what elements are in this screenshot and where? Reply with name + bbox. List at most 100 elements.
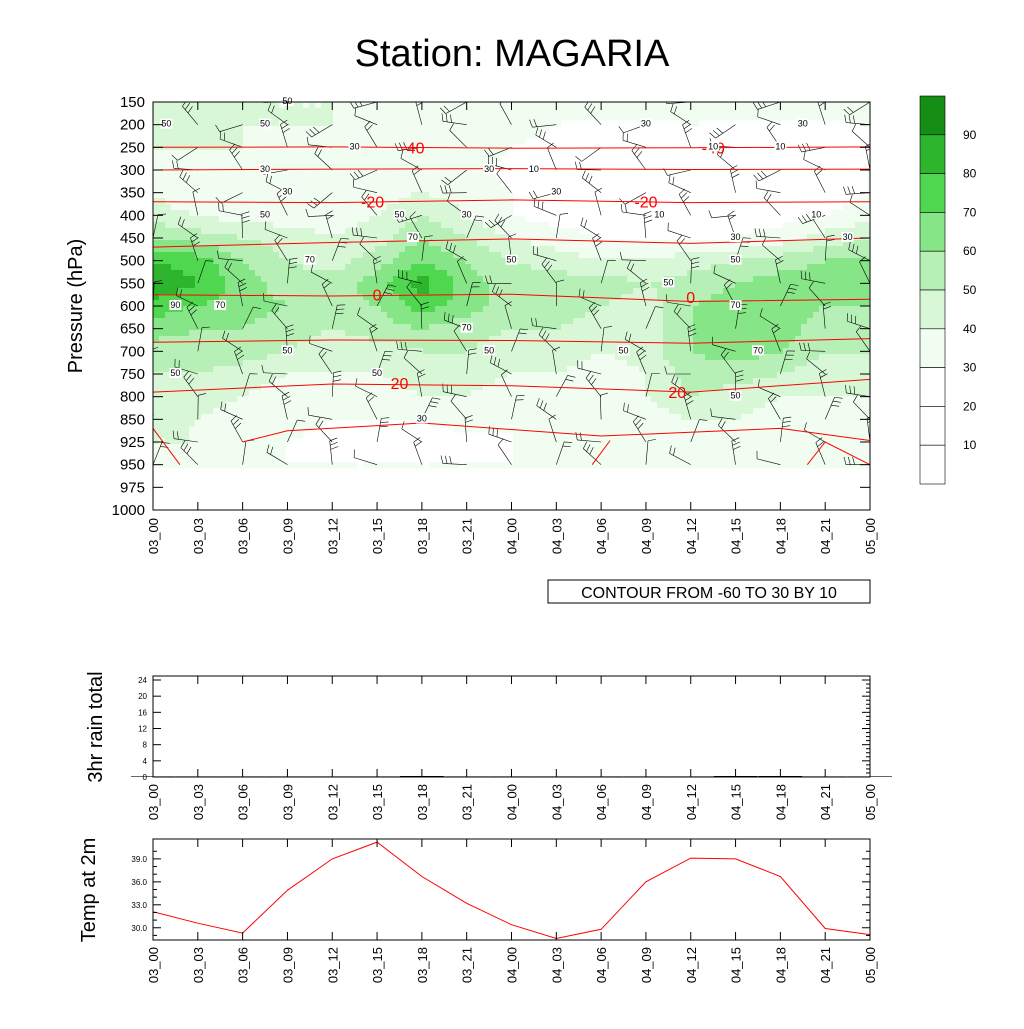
wind-barb-feather [852, 186, 855, 194]
wind-barb-feather [875, 282, 883, 283]
wind-barb-feather [717, 128, 723, 133]
temp-tick-label: 33.0 [131, 901, 147, 910]
time-tick-label: 03_03 [191, 947, 206, 983]
time-tick-label: 04_06 [594, 518, 609, 554]
time-tick-label: 03_18 [415, 518, 430, 554]
wind-barb [174, 97, 197, 102]
wind-barb-feather [145, 143, 152, 147]
rh-contour-label: 70 [462, 323, 472, 333]
wind-barb-feather [380, 422, 388, 423]
time-tick-label: 04_00 [505, 784, 520, 820]
rh-contour-label: 70 [753, 345, 763, 355]
wind-barb-feather [806, 81, 809, 89]
colorbar-box [920, 135, 945, 174]
colorbar-box [920, 251, 945, 290]
pressure-tick-label: 950 [120, 457, 145, 474]
time-tick-label: 03_15 [370, 947, 385, 983]
rh-contour-label: 10 [811, 209, 821, 219]
colorbar-box [920, 96, 945, 135]
wind-barb [145, 147, 153, 170]
wind-barb-feather [874, 286, 882, 287]
pressure-tick-label: 350 [120, 185, 145, 202]
wind-barb-feather [871, 353, 879, 355]
rh-contour-label: 50 [170, 368, 180, 378]
rh-contour-label: 70 [408, 232, 418, 242]
wind-barb [403, 87, 422, 102]
wind-barb-feather [843, 187, 846, 195]
time-tick-label: 04_15 [729, 947, 744, 983]
wind-barb [757, 188, 781, 192]
time-tick-label: 03_12 [325, 784, 340, 820]
rh-contour-label: 30 [417, 413, 427, 423]
rh-contour-label: 50 [260, 209, 270, 219]
wind-barb-feather [402, 421, 404, 429]
time-tick-label: 04_12 [684, 518, 699, 554]
wind-barb-feather [804, 152, 806, 160]
time-tick-label: 04_09 [639, 947, 654, 983]
wind-barb [720, 84, 736, 102]
wind-barb-feather [713, 130, 719, 135]
wind-barb-feather [871, 348, 879, 350]
rain-tick-label: 8 [143, 741, 148, 750]
wind-barb-feather [769, 125, 774, 131]
colorbar-box [920, 212, 945, 251]
time-tick-label: 04_21 [818, 947, 833, 983]
wind-barb-feather [581, 91, 582, 99]
wind-barb-feather [756, 181, 757, 189]
time-tick-label: 05_00 [863, 518, 878, 554]
time-tick-label: 03_12 [325, 947, 340, 983]
time-tick-label: 03_06 [236, 784, 251, 820]
time-tick-label: 04_12 [684, 947, 699, 983]
wind-barb-feather [236, 83, 242, 88]
rh-shading [153, 102, 873, 468]
time-tick-label: 04_21 [818, 518, 833, 554]
wind-barb-feather [637, 79, 643, 84]
pressure-tick-label: 250 [120, 139, 145, 156]
colorbar-box [920, 290, 945, 329]
time-tick-label: 03_03 [191, 518, 206, 554]
rh-contour-label: 50 [663, 277, 673, 287]
time-tick-label: 03_09 [280, 784, 295, 820]
rh-contour-label: 50 [731, 391, 741, 401]
rh-contour-label: 50 [731, 255, 741, 265]
wind-barb-feather [731, 170, 738, 174]
wind-barb [623, 140, 646, 147]
temperature-contour-label: 0 [686, 290, 695, 307]
wind-barb [870, 215, 878, 238]
temp-tick-label: 36.0 [131, 878, 147, 887]
pressure-tick-label: 450 [120, 230, 145, 247]
wind-barb-feather [685, 128, 692, 133]
wind-barb-feather [380, 426, 388, 427]
time-tick-label: 03_00 [146, 784, 161, 820]
time-tick-label: 04_06 [594, 784, 609, 820]
pressure-tick-label: 1000 [112, 502, 145, 519]
rh-contour-label: 50 [619, 345, 629, 355]
rh-contour-label: 70 [215, 300, 225, 310]
pressure-tick-label: 500 [120, 253, 145, 270]
wind-barb-feather [621, 204, 622, 212]
wind-barb-feather [848, 186, 851, 194]
wind-barb-feather [761, 171, 766, 177]
rh-contour-label: 30 [798, 119, 808, 129]
wind-barb-feather [577, 90, 578, 98]
wind-barb [622, 212, 646, 215]
wind-barb-feather [816, 170, 822, 175]
wind-barb [402, 429, 422, 442]
wind-barb-feather [807, 143, 811, 150]
wind-barb-feather [877, 220, 885, 221]
wind-barb [668, 231, 691, 238]
wind-barb-feather [850, 195, 852, 203]
rh-contour-label: 10 [529, 164, 539, 174]
wind-barb [595, 192, 601, 215]
pressure-tick-label: 925 [120, 434, 145, 451]
rh-contour-label: 50 [260, 119, 270, 129]
wind-barb [317, 83, 332, 102]
wind-barb-feather [582, 171, 585, 178]
wind-barb-feather [494, 86, 495, 94]
rh-contour-label: 50 [484, 345, 494, 355]
colorbar-label: 90 [963, 128, 977, 142]
